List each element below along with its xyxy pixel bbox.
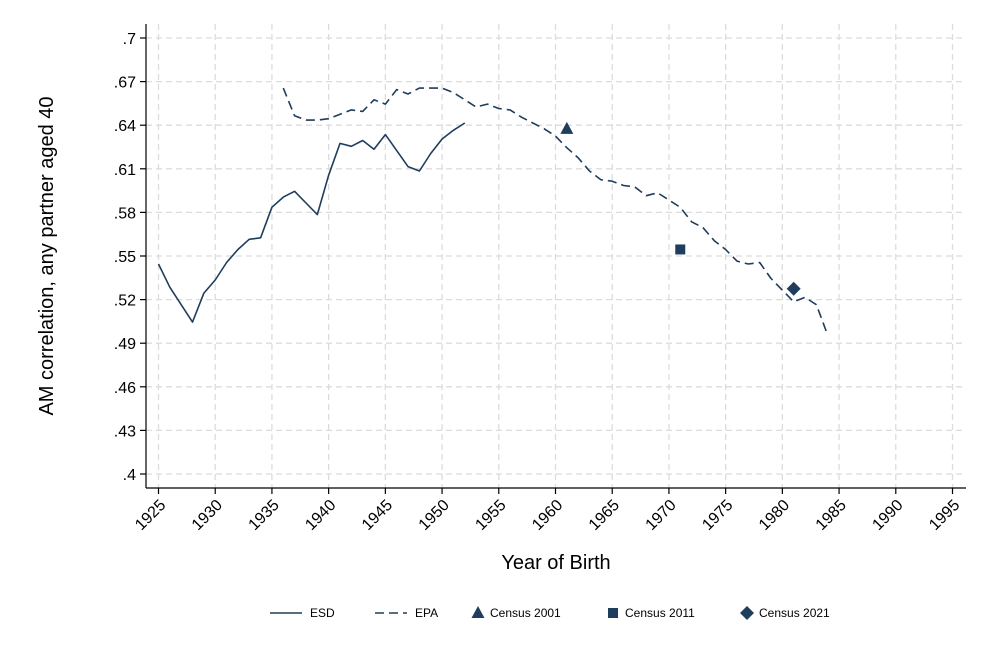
legend-label-census-2011: Census 2011 xyxy=(625,606,695,620)
y-tick-label: .64 xyxy=(114,118,136,135)
legend-key-census-2011 xyxy=(608,608,618,618)
census-2001-marker xyxy=(560,121,574,134)
legend-label-esd: ESD xyxy=(310,606,335,620)
series-layer xyxy=(157,87,829,336)
x-axis-title: Year of Birth xyxy=(501,552,610,574)
grid xyxy=(146,24,966,488)
y-axis-title: AM correlation, any partner aged 40 xyxy=(36,96,58,415)
y-tick-label: .46 xyxy=(114,380,136,397)
legend-key-census-2001 xyxy=(471,606,485,618)
epa-line xyxy=(282,87,829,336)
y-tick-label: .52 xyxy=(114,293,136,310)
y-tick-label: .49 xyxy=(114,336,136,353)
y-tick-label: .55 xyxy=(114,249,136,266)
y-tick-label: .43 xyxy=(114,423,136,440)
esd-line xyxy=(157,122,466,323)
y-tick-label: .61 xyxy=(114,162,136,179)
legend-label-census-2021: Census 2021 xyxy=(759,606,830,620)
census-2011-marker xyxy=(675,244,686,255)
legend-label-census-2001: Census 2001 xyxy=(490,606,561,620)
y-tick-label: .67 xyxy=(114,75,136,92)
legend: ESD EPA Census 2001 Census 2011 Census 2021 xyxy=(270,606,830,620)
census-2021-marker xyxy=(786,281,801,296)
y-axis-ticks: .4 .43 .46 .49 .52 .55 .58 .61 .64 .67 .7 xyxy=(114,31,146,484)
legend-label-epa: EPA xyxy=(415,606,438,620)
y-tick-label: .58 xyxy=(114,205,136,222)
y-tick-label: .4 xyxy=(123,467,136,484)
legend-key-census-2021 xyxy=(740,606,754,620)
y-tick-label: .7 xyxy=(123,31,136,48)
